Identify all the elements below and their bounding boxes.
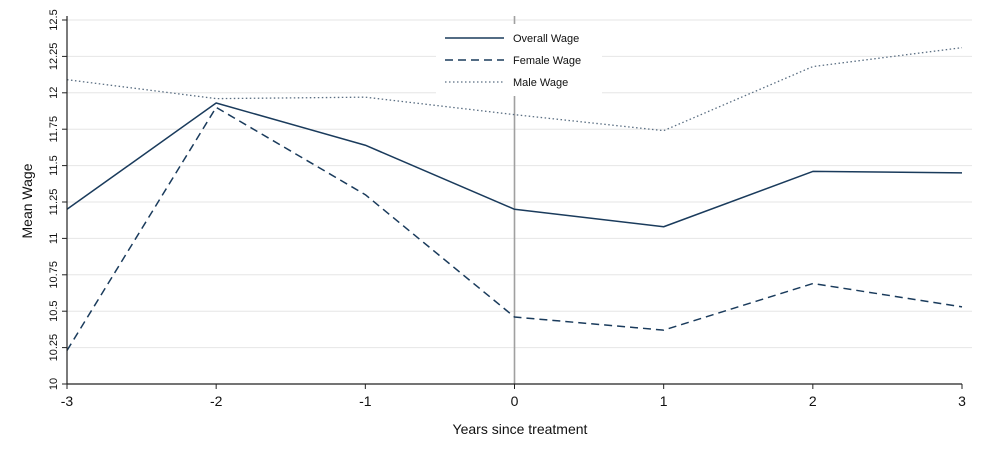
y-tick-label: 10.75: [48, 261, 60, 289]
x-tick-label: 1: [660, 393, 668, 409]
series-lines: [66, 47, 963, 351]
legend-label: Male Wage: [513, 77, 568, 89]
y-tick-label: 10: [48, 378, 60, 390]
y-tick-label: 11: [48, 233, 60, 244]
y-axis-title: Mean Wage: [19, 163, 35, 238]
x-tick-label: 0: [511, 393, 519, 409]
legend-label: Overall Wage: [513, 33, 579, 45]
x-tick-label: -1: [359, 393, 372, 409]
x-tick-label: -3: [61, 393, 74, 409]
x-tick-label: 2: [809, 393, 817, 409]
y-tick-label: 12.5: [48, 9, 60, 30]
y-tick-labels: 10 10.25 10.5 10.75 11 11.25 11.5 11.75 12 12.25 1…: [48, 9, 60, 390]
legend: Overall Wage Female Wage Male Wage: [436, 24, 602, 96]
legend-label: Female Wage: [513, 55, 581, 67]
y-tick-label: 10.5: [48, 300, 60, 321]
y-tick-label: 10.25: [48, 334, 60, 362]
y-tick-label: 11.25: [48, 189, 60, 216]
series-line-female-wage: [66, 106, 963, 351]
axes: [62, 16, 963, 389]
y-tick-label: 12: [48, 87, 60, 99]
y-tick-label: 11.75: [48, 116, 60, 143]
y-tick-label: 12.25: [48, 43, 60, 71]
x-tick-label: 3: [958, 393, 966, 409]
series-line-overall-wage: [66, 102, 963, 228]
y-tick-label: 11.5: [48, 155, 60, 176]
x-tick-label: -2: [210, 393, 223, 409]
x-tick-labels: -3 -2 -1 0 1 2 3: [61, 393, 966, 409]
x-axis-title: Years since treatment: [453, 421, 588, 437]
